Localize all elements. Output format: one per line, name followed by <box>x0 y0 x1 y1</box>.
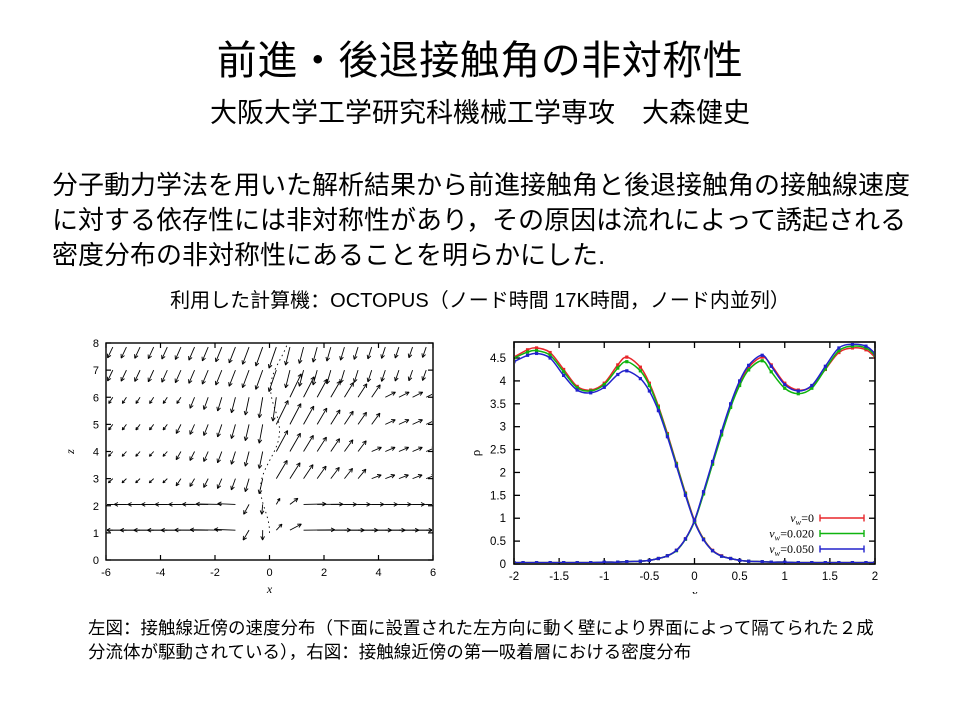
svg-text:1.5: 1.5 <box>490 490 506 502</box>
svg-text:2: 2 <box>93 501 99 513</box>
svg-text:4: 4 <box>375 567 381 579</box>
svg-text:-1: -1 <box>599 571 609 583</box>
svg-text:-4: -4 <box>156 567 166 579</box>
svg-text:4.5: 4.5 <box>490 353 506 365</box>
page-title: 前進・後退接触角の非対称性 <box>216 39 744 83</box>
svg-text:4: 4 <box>500 376 507 388</box>
svg-text:0.5: 0.5 <box>490 536 506 548</box>
svg-text:2: 2 <box>872 571 878 583</box>
svg-text:1.5: 1.5 <box>822 571 838 583</box>
svg-text:2: 2 <box>321 567 327 579</box>
velocity-vector-field-svg: -6 -4 -2 0 2 4 6 0 1 2 3 4 5 6 7 8 x z <box>63 338 436 594</box>
svg-text:0.5: 0.5 <box>732 571 748 583</box>
svg-text:3: 3 <box>93 474 99 486</box>
svg-text:z: z <box>63 449 77 455</box>
svg-text:-0.5: -0.5 <box>639 571 659 583</box>
svg-text:2.5: 2.5 <box>490 445 506 457</box>
svg-text:0: 0 <box>500 559 506 571</box>
svg-text:0: 0 <box>93 555 99 567</box>
svg-text:7: 7 <box>93 365 99 377</box>
svg-text:1: 1 <box>782 571 788 583</box>
svg-text:0: 0 <box>266 567 272 579</box>
density-profile-figure: -2 -1.5 -1 -0.5 0 0.5 1 1.5 2 0 0.5 1 1.5 2 2.5 3 3.5 4 4.… <box>468 332 888 594</box>
svg-text:4: 4 <box>93 447 99 459</box>
svg-text:0: 0 <box>691 571 697 583</box>
svg-text:2: 2 <box>500 467 506 479</box>
svg-text:-6: -6 <box>101 567 111 579</box>
abstract-text: 分子動力学法を用いた解析結果から前進接触角と後退接触角の接触線速度に対する依存性… <box>52 170 911 270</box>
svg-text:1: 1 <box>93 528 99 540</box>
svg-text:x: x <box>266 582 273 594</box>
velocity-vector-field-figure: -6 -4 -2 0 2 4 6 0 1 2 3 4 5 6 7 8 x z <box>62 332 437 594</box>
figure-caption: 左図：接触線近傍の速度分布（下面に設置された左方向に動く壁により界面によって隔て… <box>88 618 874 662</box>
svg-text:x: x <box>691 586 698 594</box>
svg-text:-1.5: -1.5 <box>549 571 569 583</box>
page-subtitle: 大阪大学工学研究科機械工学専攻 大森健史 <box>210 98 750 128</box>
density-profile-svg: -2 -1.5 -1 -0.5 0 0.5 1 1.5 2 0 0.5 1 1.5 2 2.5 3 3.5 4 4.… <box>468 341 878 594</box>
svg-text:3: 3 <box>500 422 506 434</box>
svg-text:8: 8 <box>93 338 99 350</box>
svg-text:vw=0.050: vw=0.050 <box>769 542 814 558</box>
svg-text:3.5: 3.5 <box>490 399 506 411</box>
svg-text:ρ: ρ <box>468 450 483 457</box>
svg-text:vw=0: vw=0 <box>790 511 814 527</box>
svg-text:-2: -2 <box>210 567 220 579</box>
machine-info-text: 利用した計算機：OCTOPUS（ノード時間 17K時間，ノード内並列） <box>170 290 790 312</box>
svg-text:vw=0.020: vw=0.020 <box>769 527 814 543</box>
svg-text:1: 1 <box>500 513 506 525</box>
svg-text:5: 5 <box>93 419 99 431</box>
svg-text:-2: -2 <box>509 571 519 583</box>
svg-text:6: 6 <box>430 567 436 579</box>
svg-text:6: 6 <box>93 392 99 404</box>
